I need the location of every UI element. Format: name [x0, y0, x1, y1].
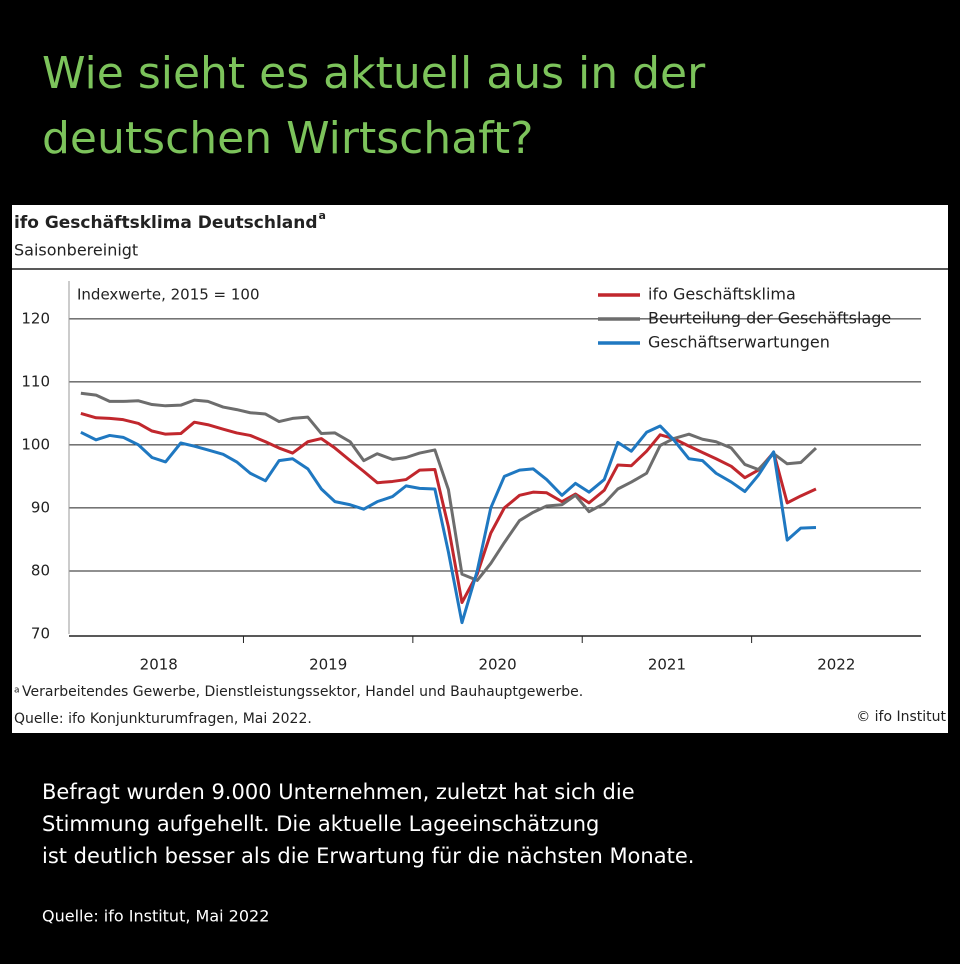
x-tick-label: 2018 — [140, 656, 178, 674]
y-tick-label: 70 — [31, 625, 50, 643]
y-tick-label: 80 — [31, 561, 50, 579]
annotation: Indexwerte, 2015 = 100 — [77, 286, 260, 304]
series-line — [80, 424, 817, 625]
series-line — [80, 391, 818, 582]
headline: Wie sieht es aktuell aus in der — [42, 48, 706, 99]
y-tick-label: 120 — [21, 309, 50, 327]
x-tick-label: 2019 — [309, 656, 347, 674]
chart-title: ifo Geschäftsklima Deutschland — [14, 213, 318, 233]
chart-source: Quelle: ifo Konjunkturumfragen, Mai 2022… — [14, 711, 312, 727]
x-tick-label: 2022 — [817, 656, 855, 674]
chart-subtitle: Saisonbereinigt — [14, 241, 138, 260]
body-text: Stimmung aufgehellt. Die aktuelle Lageei… — [42, 812, 599, 836]
headline: deutschen Wirtschaft? — [42, 113, 533, 164]
body-text: ist deutlich besser als die Erwartung fü… — [42, 844, 694, 868]
footnote: Verarbeitendes Gewerbe, Dienstleistungss… — [22, 684, 583, 700]
y-tick-label: 90 — [31, 498, 50, 516]
legend-label: ifo Geschäftsklima — [648, 285, 796, 304]
chart-panel — [12, 205, 948, 733]
copyright: © ifo Institut — [856, 709, 946, 725]
chart-title-marker: a — [319, 209, 326, 222]
body-text: Befragt wurden 9.000 Unternehmen, zuletz… — [42, 780, 635, 804]
series-line — [80, 411, 817, 604]
x-tick-label: 2021 — [648, 656, 686, 674]
y-tick-label: 110 — [21, 372, 50, 390]
legend-label: Geschäftserwartungen — [648, 333, 830, 352]
body-source: Quelle: ifo Institut, Mai 2022 — [42, 907, 269, 926]
x-tick-label: 2020 — [478, 656, 516, 674]
footnote-marker: a — [14, 686, 20, 696]
legend-label: Beurteilung der Geschäftslage — [648, 309, 891, 328]
y-tick-label: 100 — [21, 435, 50, 453]
